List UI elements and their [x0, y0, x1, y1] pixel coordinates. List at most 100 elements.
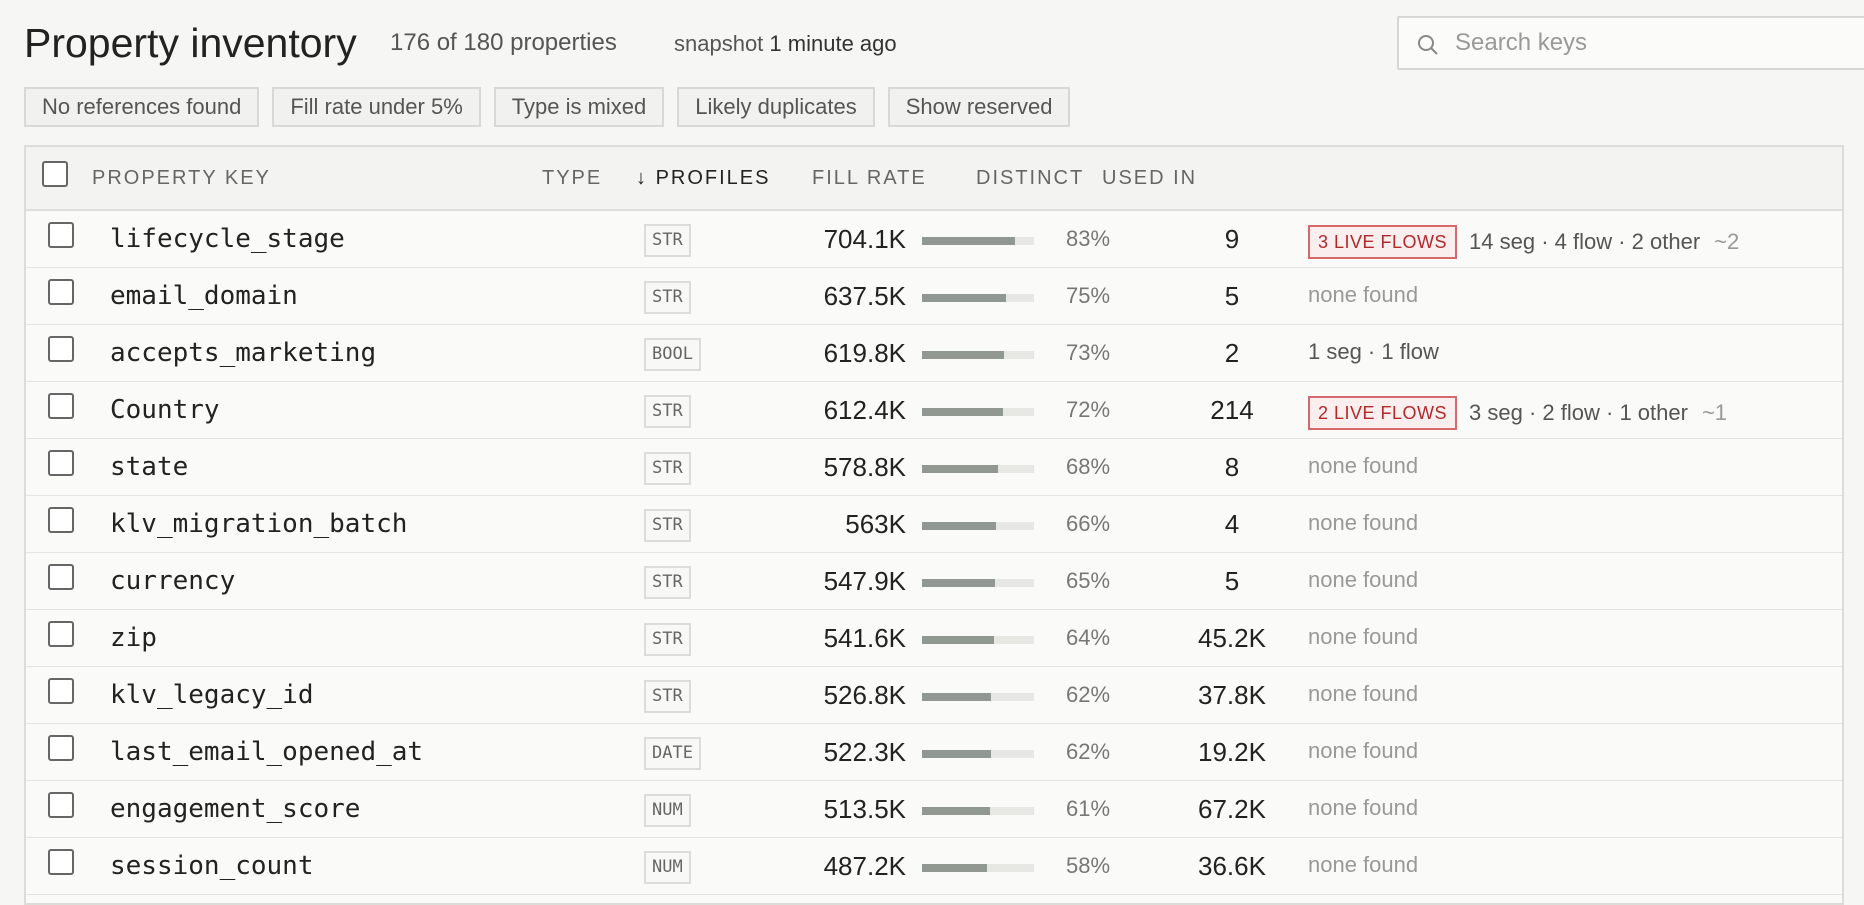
- search-input[interactable]: [1455, 18, 1855, 68]
- row-checkbox[interactable]: [48, 849, 74, 875]
- type-badge: STR: [644, 281, 691, 314]
- used-in-approx: ~1: [1701, 400, 1728, 425]
- fill-rate-bar: [922, 693, 1034, 701]
- fill-rate-bar: [922, 864, 1034, 872]
- fill-rate-bar: [922, 636, 1034, 644]
- property-key[interactable]: zip: [110, 623, 157, 653]
- type-badge: STR: [644, 566, 691, 599]
- distinct-count: 2: [1224, 338, 1240, 368]
- property-key[interactable]: email_domain: [110, 281, 298, 311]
- table-row[interactable]: engagement_score NUM 513.5K 61% 67.2K no…: [26, 781, 1842, 838]
- column-type[interactable]: TYPE: [542, 167, 603, 189]
- distinct-count: 4: [1224, 509, 1240, 539]
- used-in-cell: none found: [1308, 795, 1418, 821]
- type-badge: STR: [644, 509, 691, 542]
- filter-chip[interactable]: Likely duplicates: [677, 87, 875, 127]
- property-key[interactable]: klv_legacy_id: [110, 680, 314, 710]
- search-box[interactable]: [1397, 16, 1864, 70]
- row-checkbox[interactable]: [48, 336, 74, 362]
- column-fill-rate[interactable]: FILL RATE: [812, 167, 927, 189]
- filter-chip[interactable]: Show reserved: [887, 87, 1071, 127]
- row-checkbox[interactable]: [48, 621, 74, 647]
- property-key[interactable]: engagement_score: [110, 794, 361, 824]
- property-key[interactable]: Country: [110, 395, 220, 425]
- used-in-cell: 1 seg · 1 flow: [1308, 339, 1439, 365]
- filter-chip[interactable]: No references found: [24, 87, 260, 127]
- row-checkbox[interactable]: [48, 507, 74, 533]
- fill-rate-bar-fill: [922, 408, 1003, 416]
- table-row[interactable]: email_domain STR 637.5K 75% 5 none found: [26, 268, 1842, 325]
- filter-chip[interactable]: Type is mixed: [493, 87, 665, 127]
- row-checkbox[interactable]: [48, 393, 74, 419]
- used-in-cell[interactable]: 3 LIVE FLOWS 14 seg · 4 flow · 2 other ~…: [1308, 225, 1739, 259]
- select-all-checkbox[interactable]: [42, 161, 68, 187]
- table-row[interactable]: last_email_opened_at DATE 522.3K 62% 19.…: [26, 724, 1842, 781]
- used-in-cell: none found: [1308, 681, 1418, 707]
- table-row[interactable]: zip STR 541.6K 64% 45.2K none found: [26, 610, 1842, 667]
- live-flows-badge[interactable]: 3 LIVE FLOWS: [1308, 225, 1458, 259]
- snapshot-status: snapshot 1 minute ago: [674, 31, 897, 57]
- type-badge: STR: [644, 395, 691, 428]
- sort-desc-icon: ↓: [636, 167, 648, 189]
- property-key[interactable]: state: [110, 452, 189, 482]
- type-badge: STR: [644, 452, 691, 485]
- used-in-summary: none found: [1308, 282, 1419, 307]
- used-in-summary: 1 seg · 1 flow: [1308, 339, 1439, 364]
- property-key[interactable]: session_count: [110, 851, 314, 881]
- distinct-count: 36.6K: [1198, 851, 1266, 881]
- fill-rate-percent: 66%: [1066, 511, 1111, 536]
- profiles-count: 637.5K: [823, 281, 906, 311]
- table-row[interactable]: state STR 578.8K 68% 8 none found: [26, 439, 1842, 496]
- row-checkbox[interactable]: [48, 792, 74, 818]
- profiles-count: 526.8K: [823, 680, 906, 710]
- table-row[interactable]: session_count NUM 487.2K 58% 36.6K none …: [26, 838, 1842, 895]
- table-row[interactable]: accepts_marketing BOOL 619.8K 73% 2 1 se…: [26, 325, 1842, 382]
- distinct-count: 37.8K: [1198, 680, 1266, 710]
- fill-rate-bar-fill: [922, 750, 992, 758]
- page-header: Property inventory 176 of 180 properties…: [24, 14, 1864, 74]
- property-key[interactable]: last_email_opened_at: [110, 737, 424, 767]
- used-in-summary: none found: [1308, 510, 1419, 535]
- fill-rate-percent: 62%: [1066, 739, 1111, 764]
- row-checkbox[interactable]: [48, 222, 74, 248]
- live-flows-badge[interactable]: 2 LIVE FLOWS: [1308, 396, 1458, 430]
- property-key[interactable]: klv_migration_batch: [110, 509, 408, 539]
- type-badge: DATE: [644, 737, 701, 770]
- row-checkbox[interactable]: [48, 564, 74, 590]
- fill-rate-bar-fill: [922, 864, 987, 872]
- row-checkbox[interactable]: [48, 450, 74, 476]
- used-in-summary: 14 seg · 4 flow · 2 other: [1469, 229, 1701, 254]
- row-checkbox[interactable]: [48, 678, 74, 704]
- fill-rate-bar-fill: [922, 807, 991, 815]
- used-in-cell[interactable]: 2 LIVE FLOWS 3 seg · 2 flow · 1 other ~1: [1308, 396, 1727, 430]
- fill-rate-bar: [922, 294, 1034, 302]
- fill-rate-bar: [922, 522, 1034, 530]
- column-distinct[interactable]: DISTINCT: [976, 167, 1085, 189]
- table-row[interactable]: Country STR 612.4K 72% 214 2 LIVE FLOWS …: [26, 382, 1842, 439]
- distinct-count: 19.2K: [1198, 737, 1266, 767]
- profiles-count: 563K: [845, 509, 906, 539]
- property-table: PROPERTY KEY TYPE ↓ PROFILES FILL RATE D…: [24, 145, 1844, 905]
- table-row[interactable]: lifecycle_stage STR 704.1K 83% 9 3 LIVE …: [26, 211, 1842, 268]
- property-key[interactable]: accepts_marketing: [110, 338, 377, 368]
- fill-rate-bar-fill: [922, 465, 999, 473]
- property-key[interactable]: currency: [110, 566, 236, 596]
- column-used-in[interactable]: USED IN: [1102, 167, 1198, 189]
- property-key[interactable]: lifecycle_stage: [110, 224, 345, 254]
- column-property-key[interactable]: PROPERTY KEY: [92, 167, 271, 189]
- row-checkbox[interactable]: [48, 279, 74, 305]
- used-in-cell: none found: [1308, 510, 1418, 536]
- table-row[interactable]: klv_legacy_id STR 526.8K 62% 37.8K none …: [26, 667, 1842, 724]
- profiles-count: 541.6K: [823, 623, 906, 653]
- table-row[interactable]: currency STR 547.9K 65% 5 none found: [26, 553, 1842, 610]
- fill-rate-percent: 62%: [1066, 682, 1111, 707]
- used-in-summary: none found: [1308, 852, 1419, 877]
- row-checkbox[interactable]: [48, 735, 74, 761]
- type-badge: BOOL: [644, 338, 701, 371]
- table-row[interactable]: klv_migration_batch STR 563K 66% 4 none …: [26, 496, 1842, 553]
- fill-rate-bar-fill: [922, 579, 995, 587]
- column-profiles[interactable]: ↓ PROFILES: [636, 167, 770, 190]
- profiles-count: 578.8K: [823, 452, 906, 482]
- filter-chip[interactable]: Fill rate under 5%: [272, 87, 481, 127]
- fill-rate-percent: 65%: [1066, 568, 1111, 593]
